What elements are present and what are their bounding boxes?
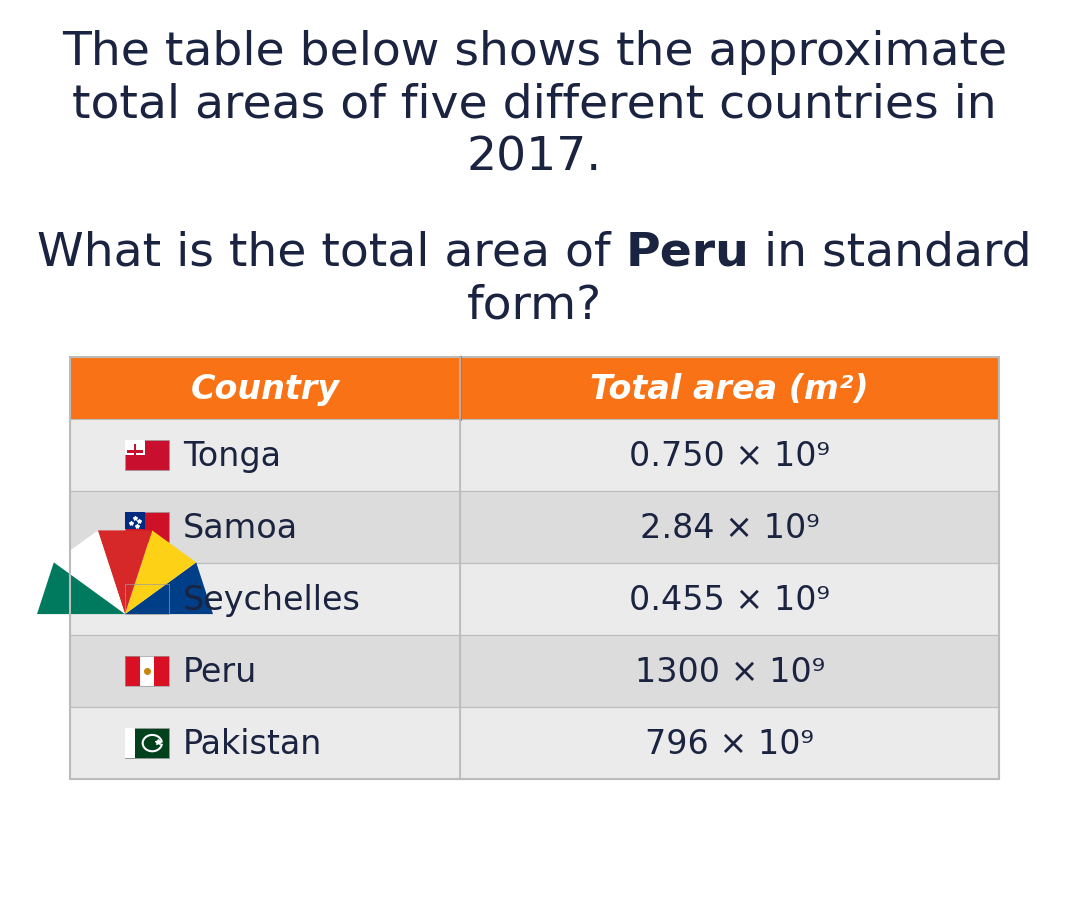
FancyBboxPatch shape [125, 440, 169, 471]
Text: total areas of five different countries in: total areas of five different countries … [73, 83, 996, 127]
FancyBboxPatch shape [69, 635, 460, 707]
Polygon shape [37, 563, 125, 614]
FancyBboxPatch shape [125, 728, 135, 759]
Text: Peru: Peru [183, 655, 258, 688]
FancyBboxPatch shape [125, 512, 169, 542]
Polygon shape [125, 563, 213, 614]
FancyBboxPatch shape [460, 564, 1000, 635]
Text: What is the total area of: What is the total area of [37, 230, 625, 275]
Text: 796 × 10⁹: 796 × 10⁹ [646, 727, 814, 759]
FancyBboxPatch shape [69, 358, 1000, 419]
Text: Tonga: Tonga [183, 439, 281, 472]
Polygon shape [97, 530, 152, 614]
Text: Peru: Peru [625, 230, 749, 275]
Text: in standard: in standard [749, 230, 1032, 275]
Text: 2.84 × 10⁹: 2.84 × 10⁹ [639, 511, 820, 544]
Text: 0.750 × 10⁹: 0.750 × 10⁹ [630, 439, 830, 472]
FancyBboxPatch shape [69, 419, 460, 492]
FancyBboxPatch shape [127, 450, 142, 453]
Text: The table below shows the approximate: The table below shows the approximate [62, 30, 1007, 75]
FancyBboxPatch shape [154, 657, 169, 686]
FancyBboxPatch shape [125, 512, 144, 529]
Text: 2017.: 2017. [467, 135, 602, 180]
Text: Total area (m²): Total area (m²) [590, 373, 869, 405]
FancyBboxPatch shape [460, 635, 1000, 707]
FancyBboxPatch shape [460, 492, 1000, 564]
FancyBboxPatch shape [69, 564, 460, 635]
Text: 1300 × 10⁹: 1300 × 10⁹ [635, 655, 824, 688]
Text: Seychelles: Seychelles [183, 583, 361, 616]
FancyBboxPatch shape [134, 444, 136, 459]
Text: Pakistan: Pakistan [183, 727, 323, 759]
Text: form?: form? [467, 283, 602, 328]
Polygon shape [53, 530, 125, 614]
FancyBboxPatch shape [125, 440, 144, 456]
FancyBboxPatch shape [125, 657, 140, 686]
FancyBboxPatch shape [460, 707, 1000, 779]
Polygon shape [125, 530, 197, 614]
FancyBboxPatch shape [140, 657, 154, 686]
Text: 0.455 × 10⁹: 0.455 × 10⁹ [630, 583, 830, 616]
FancyBboxPatch shape [460, 419, 1000, 492]
FancyBboxPatch shape [125, 728, 169, 759]
FancyBboxPatch shape [69, 492, 460, 564]
Text: Country: Country [190, 373, 340, 405]
Text: Samoa: Samoa [183, 511, 298, 544]
FancyBboxPatch shape [69, 707, 460, 779]
